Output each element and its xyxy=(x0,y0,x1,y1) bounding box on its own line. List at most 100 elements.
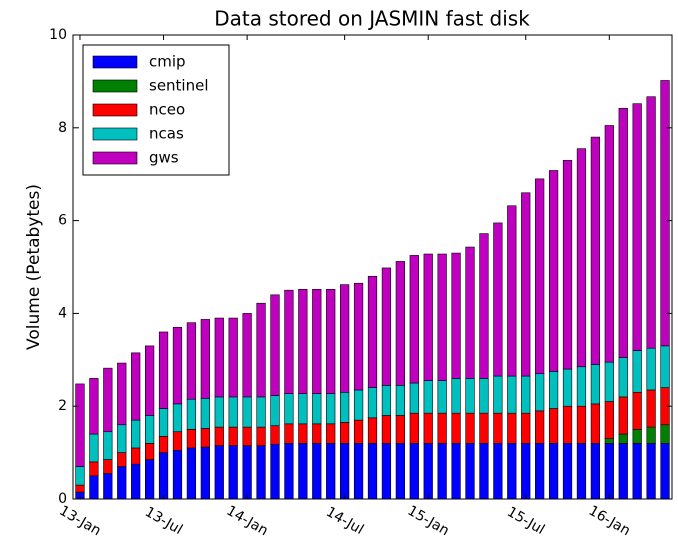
bar-segment xyxy=(576,443,587,500)
bar-segment xyxy=(298,288,308,394)
bar-segment xyxy=(423,443,433,500)
bar-segment xyxy=(479,443,489,500)
bar-segment xyxy=(660,345,670,388)
bar-segment xyxy=(200,319,210,399)
bar-segment xyxy=(103,367,113,433)
bar-segment xyxy=(75,484,85,493)
bar-segment xyxy=(89,475,99,500)
bar-segment xyxy=(660,443,670,500)
bar-segment xyxy=(437,253,447,381)
bar-segment xyxy=(117,424,127,453)
bar-segment xyxy=(172,327,183,405)
bar-segment xyxy=(214,396,224,428)
bar-segment xyxy=(228,396,238,428)
bar-segment xyxy=(312,288,322,394)
bar-segment xyxy=(256,396,266,428)
bar-segment xyxy=(228,317,238,398)
legend: cmip sentinel nceo ncas gws xyxy=(82,44,230,176)
bar-segment xyxy=(75,466,85,486)
bar-segment xyxy=(590,364,601,405)
y-tick-label: 10 xyxy=(49,27,67,43)
bar-segment xyxy=(312,423,322,444)
bar-segment xyxy=(409,412,419,444)
bar-segment xyxy=(200,428,210,448)
bar-segment xyxy=(465,412,475,444)
bar-segment xyxy=(144,459,155,500)
bar-segment xyxy=(367,443,378,500)
bar-segment xyxy=(298,423,308,444)
bar-segment xyxy=(200,446,210,500)
bar-segment xyxy=(367,275,378,388)
x-tick-label: 13-Jul xyxy=(142,504,185,538)
bar-segment xyxy=(465,378,475,414)
bar-segment xyxy=(618,108,628,358)
x-tick-label: 13-Jan xyxy=(56,503,103,539)
bar-segment xyxy=(479,412,489,444)
bar-segment xyxy=(521,443,531,500)
bar-segment xyxy=(158,331,169,409)
bar-segment xyxy=(340,443,350,500)
bar-segment xyxy=(535,443,545,500)
bar-segment xyxy=(562,159,573,370)
bar-segment xyxy=(381,443,392,500)
bar-segment xyxy=(423,380,433,414)
bar-segment xyxy=(103,431,113,460)
bar-segment xyxy=(186,322,197,400)
legend-swatch xyxy=(92,55,138,69)
bar-segment xyxy=(353,419,364,444)
bar-segment xyxy=(409,443,419,500)
x-tick-label: 14-Jan xyxy=(224,503,271,539)
bar-segment xyxy=(493,412,503,444)
legend-label: cmip xyxy=(149,53,186,71)
bar-segment xyxy=(214,426,224,446)
bar-segment xyxy=(535,373,545,412)
bar-segment xyxy=(479,233,489,379)
y-axis-label: Volume (Petabytes) xyxy=(24,184,44,350)
bar-segment xyxy=(437,412,447,444)
bar-segment xyxy=(242,426,252,446)
bar-segment xyxy=(646,347,656,391)
bar-segment xyxy=(242,396,252,428)
bar-segment xyxy=(256,302,266,398)
bar-segment xyxy=(507,443,517,500)
bar-segment xyxy=(646,96,656,349)
bar-segment xyxy=(660,80,670,347)
bar-segment xyxy=(562,443,573,500)
bar-segment xyxy=(521,375,531,414)
bar-segment xyxy=(144,443,155,460)
bar-segment xyxy=(158,436,169,453)
bar-segment xyxy=(186,447,197,500)
bar-segment xyxy=(395,261,405,386)
bar-segment xyxy=(660,424,670,444)
bar-segment xyxy=(214,317,224,398)
bar-segment xyxy=(437,443,447,500)
bar-segment xyxy=(89,461,99,477)
bar-segment xyxy=(144,415,155,444)
bar-segment xyxy=(451,412,461,444)
bar-segment xyxy=(507,205,517,377)
y-tick-label: 0 xyxy=(58,491,67,507)
bar-segment xyxy=(646,443,656,500)
y-tick-label: 4 xyxy=(58,305,67,321)
bar-segment xyxy=(353,282,364,391)
bar-segment xyxy=(270,443,280,500)
bar-segment xyxy=(353,389,364,421)
legend-label: ncas xyxy=(149,125,184,143)
bar-segment xyxy=(242,445,252,500)
bar-segment xyxy=(632,103,642,351)
bar-segment xyxy=(158,452,169,500)
chart-title: Data stored on JASMIN fast disk xyxy=(214,7,530,31)
bar-segment xyxy=(646,389,656,428)
bar-segment xyxy=(493,443,503,500)
bar-segment xyxy=(172,403,183,433)
bar-segment xyxy=(437,380,447,414)
bar-segment xyxy=(451,378,461,414)
bar-segment xyxy=(590,443,601,500)
bar-segment xyxy=(340,422,350,444)
bar-segment xyxy=(312,443,322,500)
bar-segment xyxy=(618,396,628,435)
bar-segment xyxy=(451,252,461,379)
bar-segment xyxy=(465,443,475,500)
bar-segment xyxy=(381,415,392,444)
